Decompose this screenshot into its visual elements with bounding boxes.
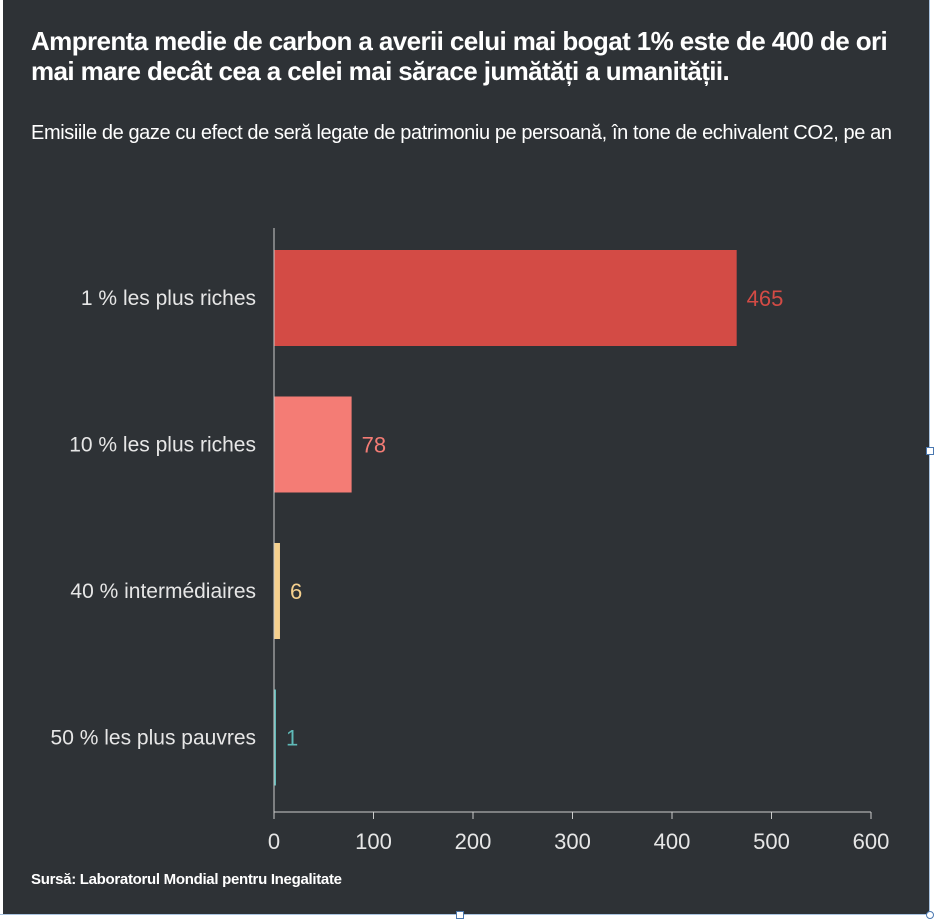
selection-border-right: [929, 0, 930, 914]
data-label: 6: [290, 579, 302, 604]
selection-border-bottom: [0, 914, 930, 915]
chart-container: Amprenta medie de carbon a averii celui …: [3, 0, 929, 914]
x-tick-label: 400: [654, 829, 691, 854]
x-tick-label: 100: [355, 829, 392, 854]
bar: [274, 689, 276, 786]
category-label: 40 % intermédiaires: [70, 580, 256, 603]
category-label: 10 % les plus riches: [69, 434, 256, 457]
category-label: 1 % les plus riches: [81, 287, 256, 310]
bar: [274, 396, 352, 493]
source-note: Sursă: Laboratorul Mondial pentru Inegal…: [31, 871, 342, 888]
x-tick-label: 600: [853, 829, 890, 854]
x-tick-label: 200: [455, 829, 492, 854]
data-label: 78: [362, 433, 386, 458]
x-tick-label: 0: [268, 829, 280, 854]
data-label: 465: [747, 286, 784, 311]
x-tick-label: 300: [554, 829, 591, 854]
resize-handle-bottom[interactable]: [456, 911, 464, 919]
resize-handle-right[interactable]: [926, 447, 934, 455]
resize-handle-corner[interactable]: [926, 911, 934, 919]
x-tick-label: 500: [753, 829, 790, 854]
bar: [274, 250, 737, 346]
bar-chart: 1 % les plus riches 465 10 % les plus rich…: [51, 228, 890, 854]
bar: [274, 543, 280, 639]
category-label: 50 % les plus pauvres: [51, 727, 256, 750]
chart-subtitle: Emisiile de gaze cu efect de seră legate…: [31, 122, 892, 144]
chart-title: Amprenta medie de carbon a averii celui …: [31, 26, 888, 86]
data-label: 1: [286, 726, 298, 751]
